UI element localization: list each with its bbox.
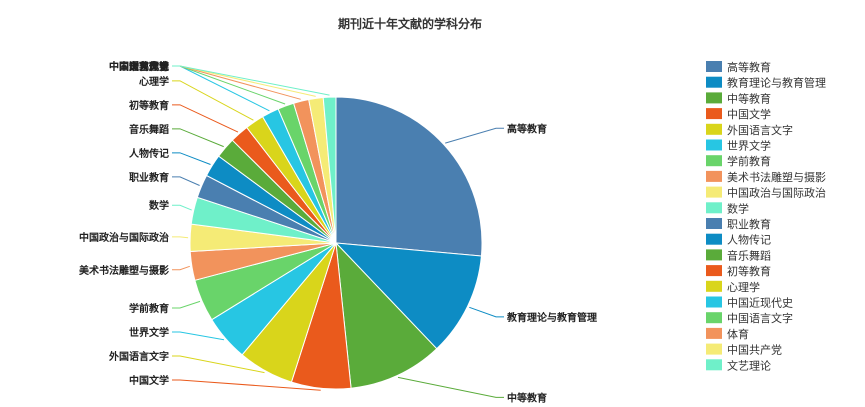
- legend-item-label[interactable]: 初等教育: [727, 264, 771, 278]
- legend-swatch[interactable]: [706, 218, 722, 229]
- slice-label: 学前教育: [129, 302, 169, 315]
- legend-swatch[interactable]: [706, 108, 722, 120]
- legend-item-label[interactable]: 中国文学: [727, 107, 771, 121]
- legend-item-label[interactable]: 高等教育: [727, 60, 771, 74]
- label-leader-line: [172, 265, 190, 271]
- legend-swatch[interactable]: [706, 280, 722, 292]
- legend-item-label[interactable]: 数学: [727, 201, 749, 215]
- label-leader-line: [172, 204, 192, 211]
- slice-label: 心理学: [139, 75, 169, 88]
- slice-label: 中国政治与国际政治: [79, 231, 169, 244]
- legend-swatch[interactable]: [706, 343, 722, 355]
- slice-label: 中等教育: [507, 391, 547, 404]
- legend-item-label[interactable]: 教育理论与教育管理: [727, 76, 826, 90]
- legend-swatch[interactable]: [706, 155, 722, 167]
- slice-label: 数学: [149, 199, 169, 212]
- legend-item-label[interactable]: 美术书法雕塑与摄影: [727, 170, 826, 184]
- legend-swatch[interactable]: [706, 139, 722, 151]
- legend-swatch[interactable]: [706, 265, 722, 277]
- slice-label: 人物传记: [129, 147, 169, 160]
- label-leader-line: [172, 104, 239, 133]
- label-leader-line: [172, 236, 189, 239]
- legend-item-label[interactable]: 文艺理论: [727, 358, 771, 372]
- slice-label: 美术书法雕塑与摄影: [79, 264, 169, 277]
- legend-swatch[interactable]: [706, 296, 722, 308]
- legend-swatch[interactable]: [706, 249, 722, 261]
- pie-slice: [335, 241, 438, 389]
- label-leader-line: [172, 176, 200, 186]
- slice-label: 中国语言文字: [109, 60, 169, 73]
- label-leader-line: [172, 80, 254, 121]
- legend-swatch[interactable]: [706, 186, 722, 198]
- legend: 高等教育教育理论与教育管理中等教育中国文学外国语言文字世界文学学前教育美术书法雕…: [706, 60, 826, 372]
- legend-item-label[interactable]: 职业教育: [727, 217, 771, 231]
- legend-item-label[interactable]: 世界文学: [727, 139, 771, 153]
- pie-slice: [334, 242, 482, 350]
- pie-slices: [189, 96, 483, 390]
- label-leader-line: [172, 65, 286, 105]
- legend-item-label[interactable]: 人物传记: [727, 233, 771, 247]
- slice-label: 初等教育: [129, 99, 169, 112]
- legend-item-label[interactable]: 中等教育: [727, 91, 771, 105]
- label-leader-line: [172, 65, 270, 112]
- slice-label: 中国近现代史: [109, 60, 170, 73]
- pie-slice: [335, 96, 483, 257]
- chart-title: 期刊近十年文献的学科分布: [338, 16, 482, 31]
- label-leader-line: [172, 331, 225, 341]
- legend-item-label[interactable]: 中国近现代史: [727, 297, 793, 310]
- legend-item-label[interactable]: 外国语言文字: [727, 123, 793, 137]
- legend-swatch[interactable]: [706, 170, 722, 182]
- slice-label: 中国共产党: [119, 60, 169, 73]
- slice-label: 中国文学: [129, 374, 169, 387]
- legend-swatch[interactable]: [706, 92, 722, 104]
- legend-swatch[interactable]: [706, 61, 722, 72]
- legend-swatch[interactable]: [706, 312, 722, 324]
- label-leader-line: [469, 306, 504, 318]
- slice-label: 文艺理论: [129, 60, 170, 73]
- label-leader-line: [172, 128, 224, 148]
- legend-swatch[interactable]: [706, 76, 722, 88]
- legend-swatch[interactable]: [706, 123, 722, 135]
- pie-slice: [322, 96, 337, 244]
- slice-label: 职业教育: [129, 171, 169, 184]
- legend-swatch[interactable]: [706, 233, 722, 245]
- legend-item-label[interactable]: 学前教育: [727, 154, 771, 168]
- legend-item-label[interactable]: 中国政治与国际政治: [727, 186, 826, 200]
- label-leader-line: [172, 300, 201, 309]
- slice-label: 音乐舞蹈: [129, 123, 169, 136]
- slice-label: 世界文学: [129, 326, 169, 339]
- legend-swatch[interactable]: [706, 327, 722, 339]
- slice-label: 外国语言文字: [108, 350, 169, 363]
- legend-swatch[interactable]: [706, 359, 722, 371]
- label-leader-line: [445, 127, 504, 144]
- slice-label: 教育理论与教育管理: [506, 311, 597, 324]
- label-leader-line: [172, 379, 321, 391]
- slice-label: 高等教育: [507, 122, 547, 135]
- legend-item-label[interactable]: 中国共产党: [727, 343, 782, 357]
- label-leader-line: [172, 355, 265, 374]
- legend-item-label[interactable]: 音乐舞蹈: [727, 248, 771, 262]
- label-leader-line: [172, 65, 330, 96]
- legend-swatch[interactable]: [706, 202, 722, 214]
- slice-label: 体育: [149, 60, 169, 73]
- legend-item-label[interactable]: 心理学: [727, 280, 760, 294]
- legend-item-label[interactable]: 中国语言文字: [727, 311, 793, 325]
- label-leader-line: [397, 376, 504, 398]
- legend-item-label[interactable]: 体育: [727, 327, 749, 341]
- label-leader-line: [172, 152, 211, 165]
